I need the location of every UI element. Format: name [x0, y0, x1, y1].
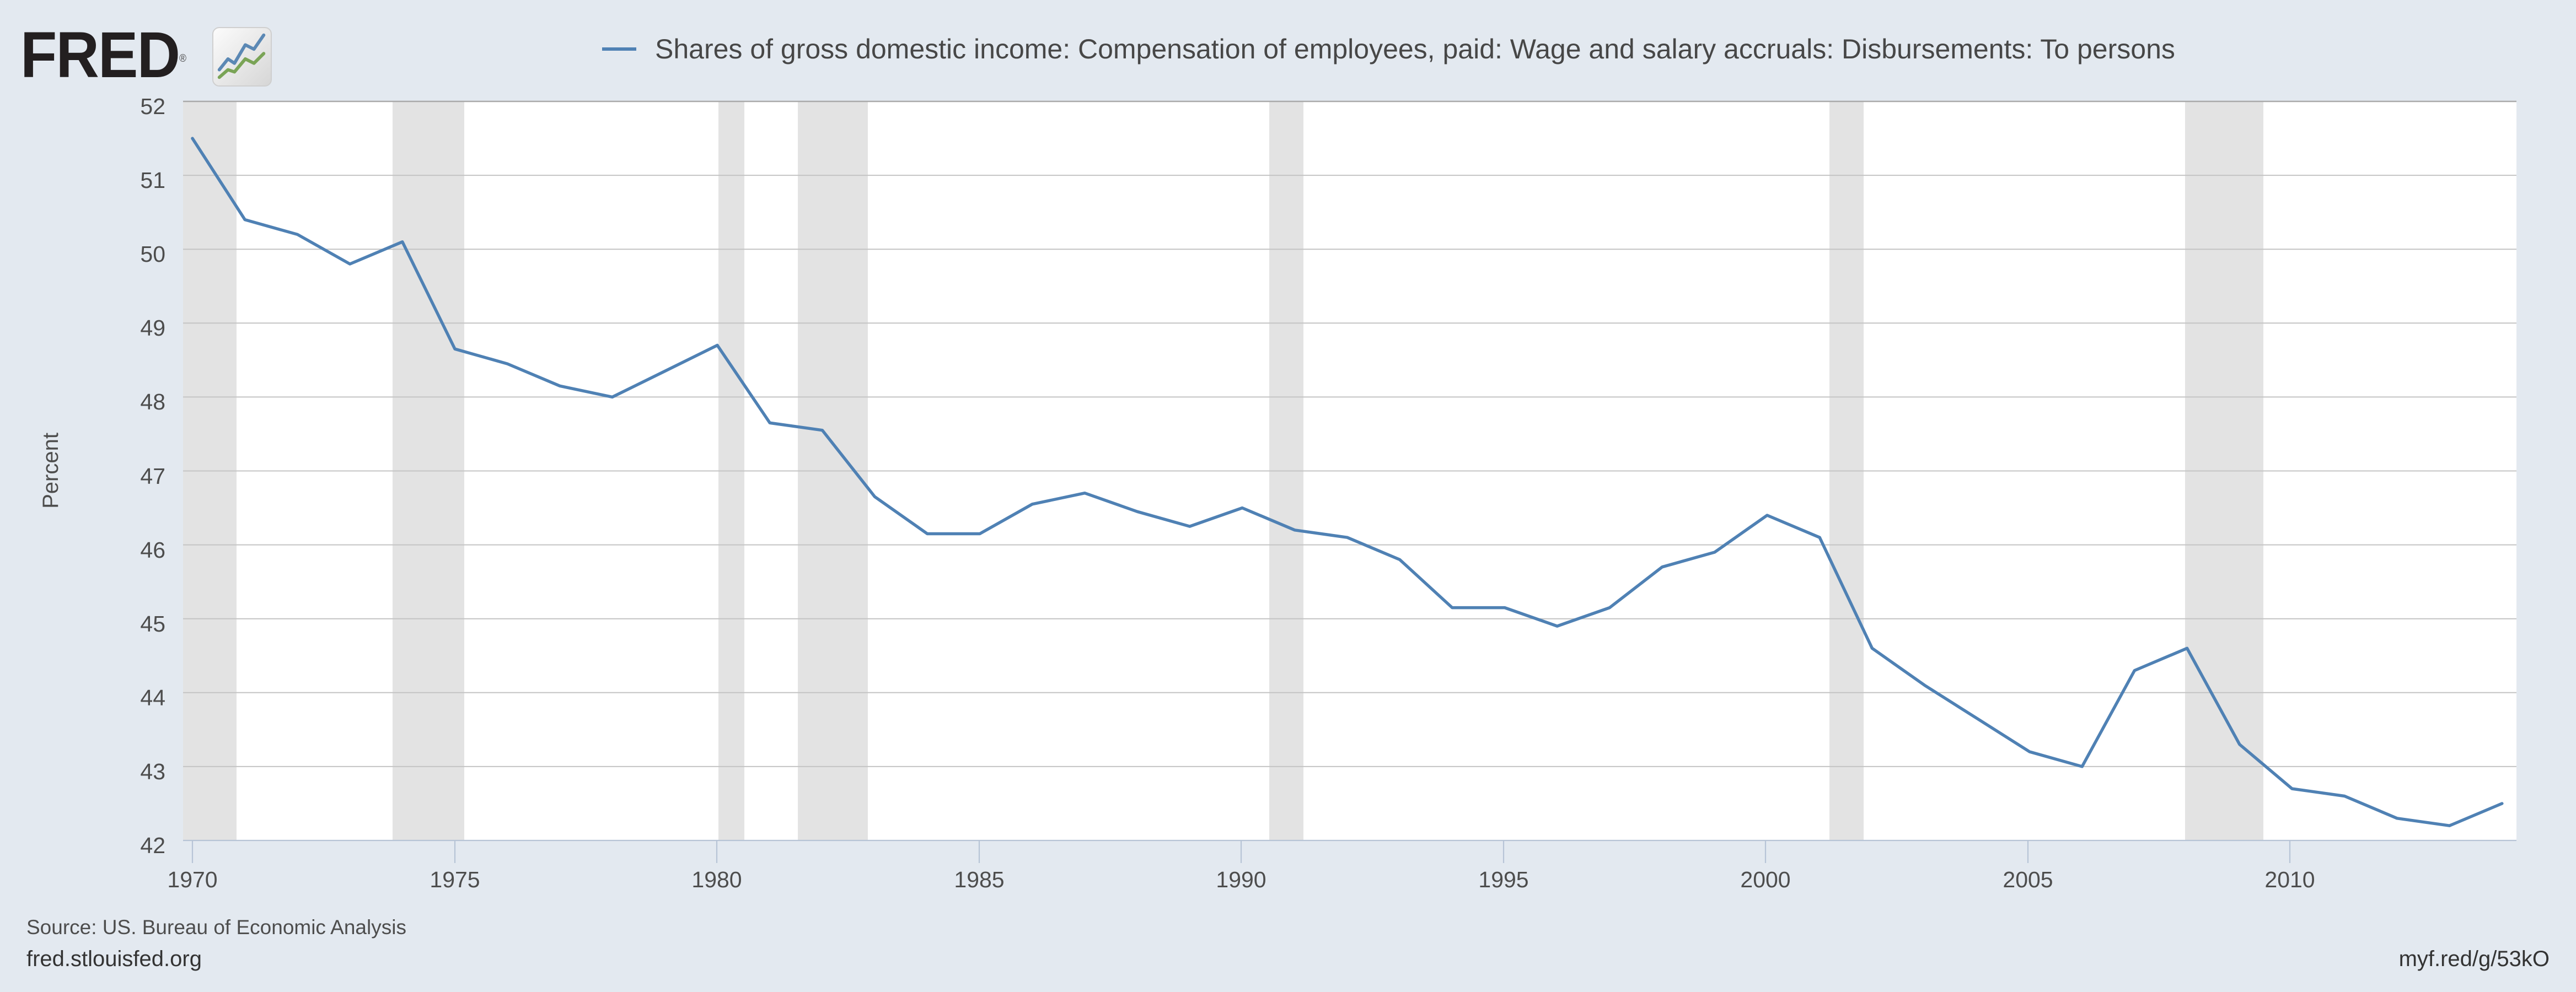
svg-text:42: 42 — [140, 833, 165, 858]
svg-text:50: 50 — [140, 241, 165, 267]
svg-text:47: 47 — [140, 463, 165, 489]
svg-text:52: 52 — [140, 94, 165, 119]
svg-text:1975: 1975 — [430, 867, 480, 892]
svg-text:45: 45 — [140, 611, 165, 637]
svg-text:1990: 1990 — [1216, 867, 1266, 892]
svg-text:2010: 2010 — [2264, 867, 2315, 892]
svg-text:Percent: Percent — [39, 433, 63, 509]
svg-text:51: 51 — [140, 168, 165, 193]
svg-text:43: 43 — [140, 759, 165, 784]
svg-text:44: 44 — [140, 685, 165, 710]
svg-text:46: 46 — [140, 537, 165, 563]
svg-text:49: 49 — [140, 315, 165, 341]
svg-text:2005: 2005 — [2003, 867, 2053, 892]
svg-text:1970: 1970 — [167, 867, 217, 892]
svg-text:2000: 2000 — [1740, 867, 1790, 892]
svg-text:1985: 1985 — [954, 867, 1004, 892]
svg-text:48: 48 — [140, 389, 165, 414]
svg-text:1980: 1980 — [691, 867, 742, 892]
svg-text:1995: 1995 — [1478, 867, 1528, 892]
